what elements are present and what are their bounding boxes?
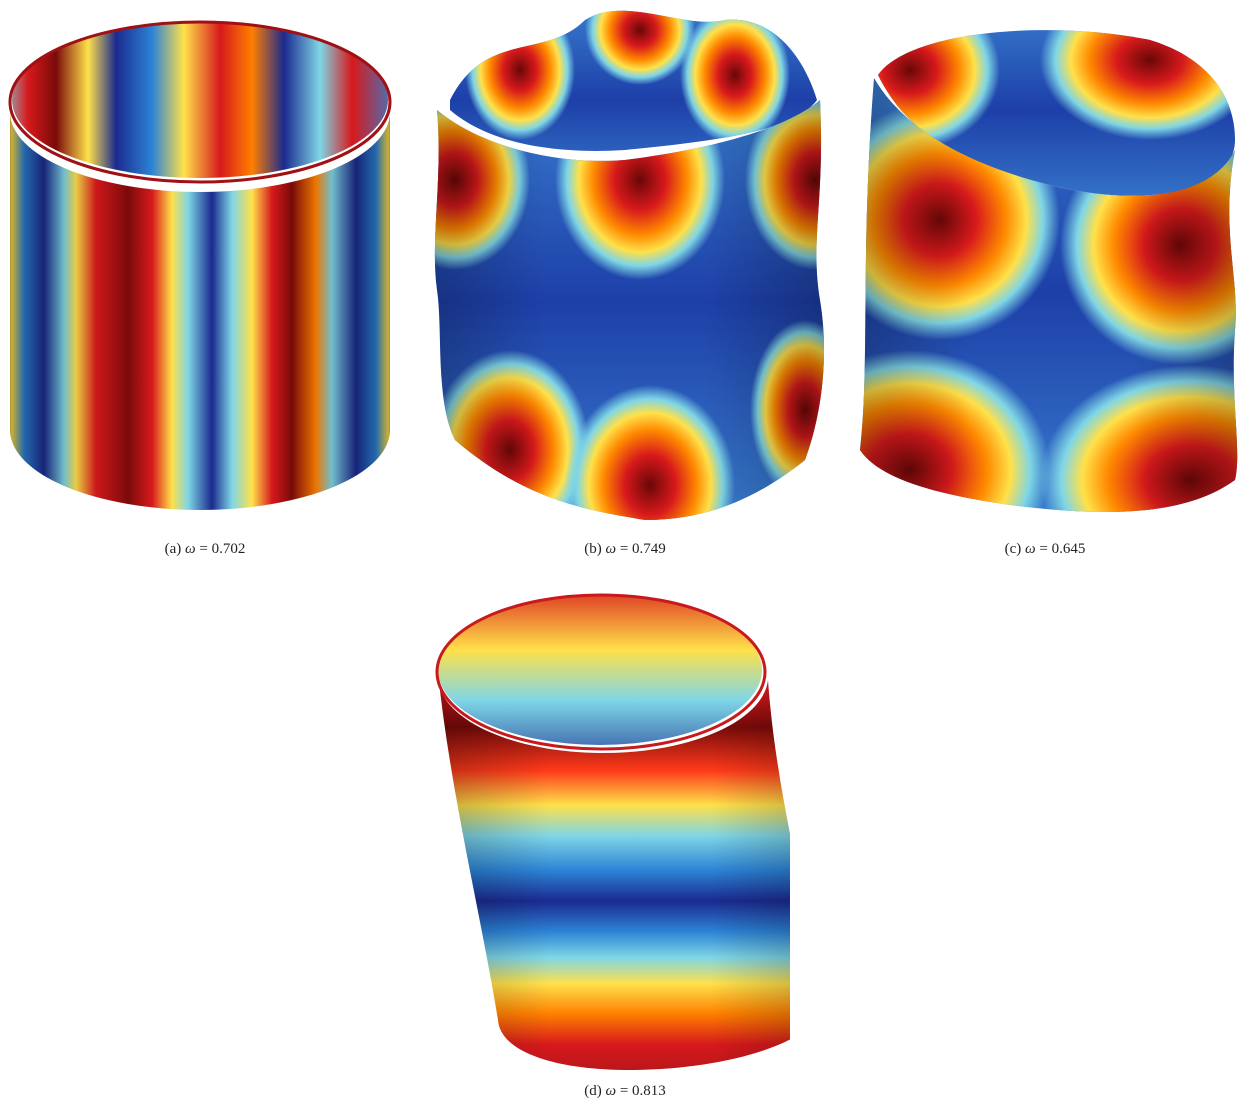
caption-a-value: = 0.702 [199,541,246,557]
caption-a: (a) ω = 0.702 [135,541,275,558]
panel-d-image [430,580,790,1075]
caption-c-value: = 0.645 [1039,541,1086,557]
caption-d-value: = 0.813 [619,1083,666,1099]
panel-a-image [0,0,400,525]
caption-b-letter: (b) [584,541,602,557]
caption-b-symbol: ω [605,541,617,557]
caption-c-letter: (c) [1004,541,1022,557]
caption-c: (c) ω = 0.645 [975,541,1115,558]
caption-d-letter: (d) [584,1083,602,1099]
caption-d-symbol: ω [605,1083,617,1099]
panel-c-image [850,0,1250,525]
caption-a-symbol: ω [185,541,196,557]
caption-a-letter: (a) [164,541,182,557]
caption-b: (b) ω = 0.749 [555,541,695,558]
caption-d: (d) ω = 0.813 [555,1083,695,1100]
caption-c-symbol: ω [1025,541,1036,557]
panel-b-image [425,0,825,525]
caption-b-value: = 0.749 [619,541,666,557]
